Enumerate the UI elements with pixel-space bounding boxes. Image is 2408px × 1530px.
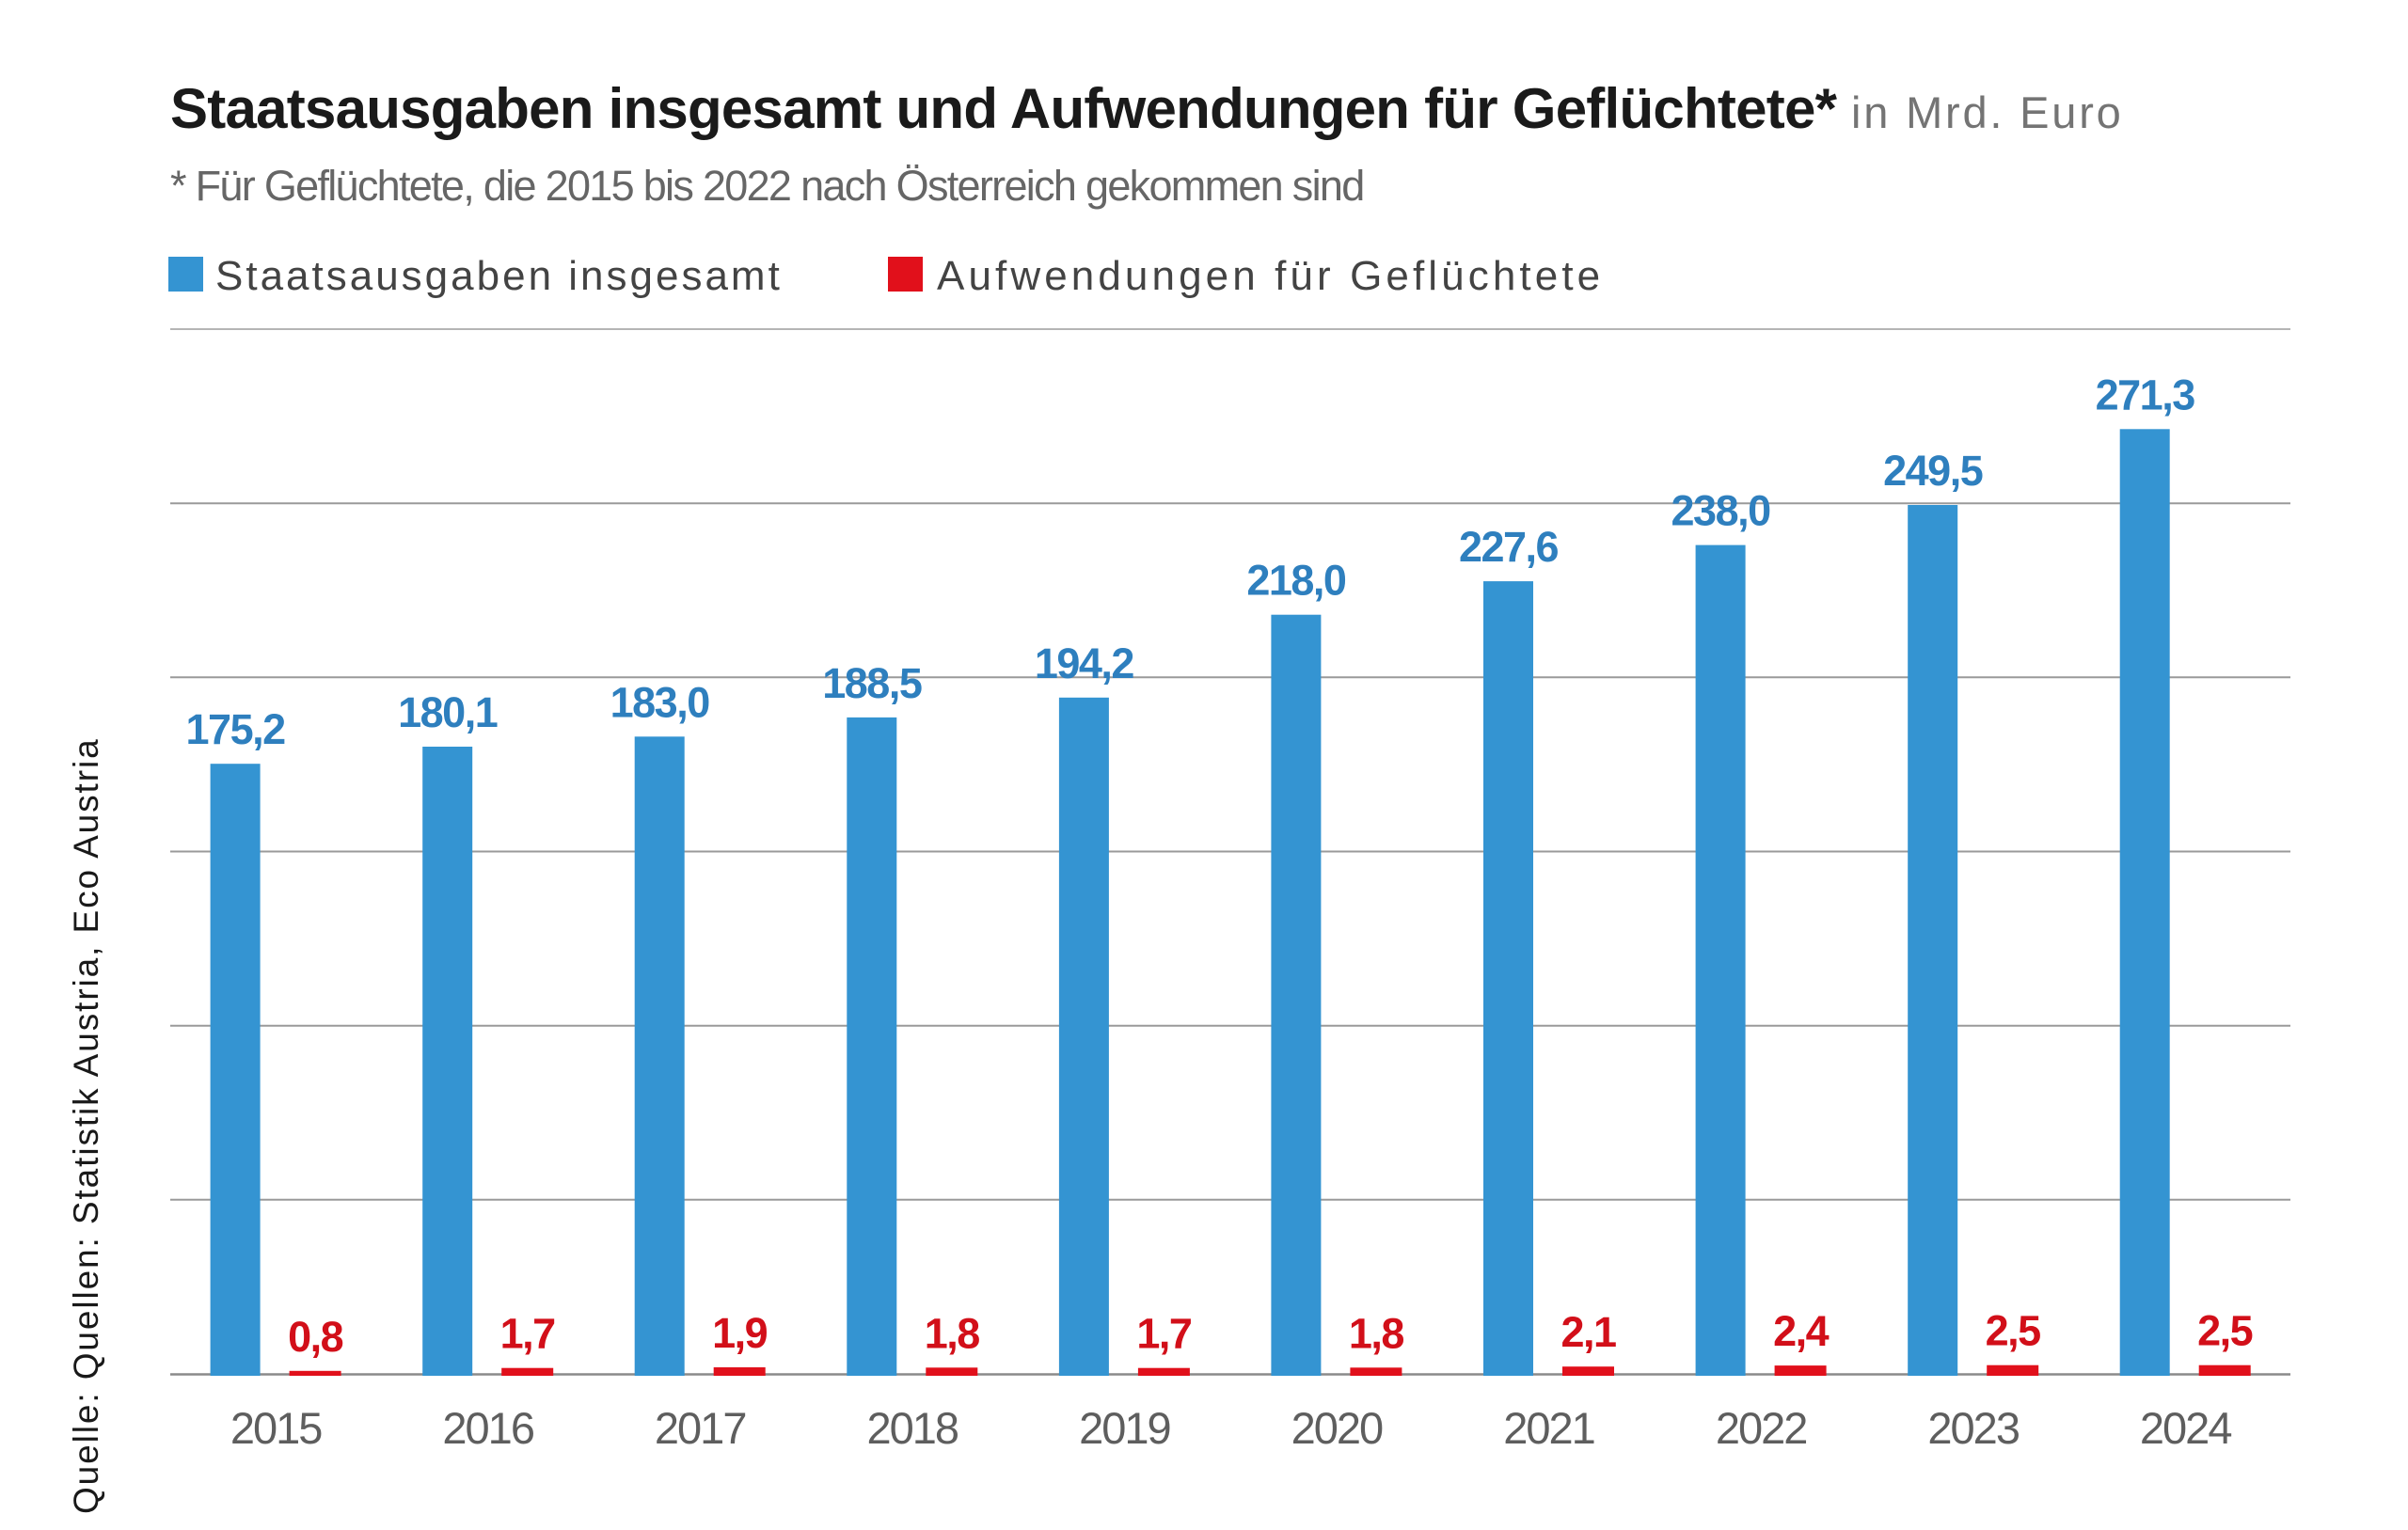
svg-text:Staatsausgaben insgesamt und A: Staatsausgaben insgesamt und Aufwendunge… [170,77,2124,140]
svg-text:Aufwendungen für Geflüchtete: Aufwendungen für Geflüchtete [937,253,1604,299]
svg-text:238,0: 238,0 [1671,487,1771,535]
svg-text:2017: 2017 [655,1403,746,1453]
svg-text:271,3: 271,3 [2096,371,2195,418]
svg-text:1,9: 1,9 [712,1309,768,1357]
svg-text:1,7: 1,7 [500,1310,556,1358]
svg-text:194,2: 194,2 [1035,639,1134,687]
svg-text:183,0: 183,0 [610,678,710,726]
svg-text:2,5: 2,5 [1986,1307,2041,1355]
svg-text:227,6: 227,6 [1459,523,1559,571]
svg-text:2016: 2016 [442,1403,533,1453]
svg-text:180,1: 180,1 [398,688,498,736]
svg-text:2021: 2021 [1503,1403,1594,1453]
svg-text:188,5: 188,5 [822,659,922,707]
svg-text:175,2: 175,2 [186,705,286,753]
svg-text:2019: 2019 [1079,1403,1170,1453]
svg-text:0,8: 0,8 [288,1313,343,1361]
svg-text:2023: 2023 [1927,1403,2019,1453]
svg-text:1,8: 1,8 [925,1309,980,1357]
svg-text:2020: 2020 [1291,1403,1383,1453]
svg-text:Quelle: Quellen: Statistik Aus: Quelle: Quellen: Statistik Austria, Eco … [67,737,105,1514]
svg-text:1,8: 1,8 [1349,1309,1404,1357]
svg-text:249,5: 249,5 [1883,447,1983,495]
svg-text:Staatsausgaben insgesamt: Staatsausgaben insgesamt [215,253,783,299]
svg-text:2,1: 2,1 [1560,1308,1616,1356]
svg-text:218,0: 218,0 [1246,557,1346,605]
svg-text:2018: 2018 [867,1403,958,1453]
svg-text:2,5: 2,5 [2197,1307,2253,1355]
svg-text:2024: 2024 [2140,1403,2231,1453]
svg-text:2,4: 2,4 [1773,1307,1830,1355]
svg-text:2015: 2015 [230,1403,322,1453]
svg-text:* Für Geflüchtete, die 2015 bi: * Für Geflüchtete, die 2015 bis 2022 nac… [170,162,1364,210]
svg-text:1,7: 1,7 [1136,1310,1192,1358]
svg-text:2022: 2022 [1716,1403,1807,1453]
